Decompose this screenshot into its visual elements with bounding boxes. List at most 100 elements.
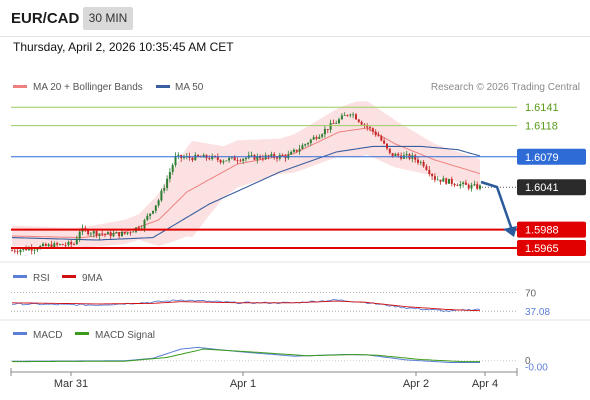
candle-body	[239, 160, 242, 162]
candle-body	[95, 231, 98, 236]
candle-body	[208, 158, 211, 160]
resistance-label: 1.6141	[525, 102, 559, 114]
candle-body	[377, 135, 380, 137]
candle-body	[307, 143, 309, 145]
rsi-panel: 70 37.08	[11, 289, 550, 318]
candle-body	[281, 155, 284, 156]
candle-body	[439, 179, 442, 182]
macd-legend: MACD MACD Signal	[13, 330, 155, 341]
candle-body	[422, 161, 425, 167]
candle-body	[160, 190, 163, 201]
resistance-label: 1.6118	[525, 121, 558, 133]
candle-body	[467, 184, 470, 189]
candle-body	[92, 231, 95, 234]
candle-body	[425, 166, 428, 170]
rsi-ma-legend-label: 9MA	[82, 273, 103, 284]
price-panel	[11, 101, 481, 256]
macd-signal-legend-label: MACD Signal	[95, 330, 155, 341]
candle-body	[163, 188, 166, 191]
candle-body	[64, 245, 67, 246]
candle-body	[273, 154, 276, 158]
x-tick-label: Apr 2	[403, 378, 429, 390]
candle-body	[166, 178, 169, 188]
candle-body	[194, 154, 197, 161]
candle-body	[431, 174, 434, 177]
candle-body	[129, 232, 132, 234]
candle-body	[75, 238, 78, 245]
candle-body	[346, 115, 349, 116]
candle-body	[329, 123, 332, 130]
timeframe-button[interactable]: 30 MIN	[83, 7, 133, 30]
forecast-arrow	[480, 180, 517, 237]
timestamp: Thursday, April 2, 2026 10:35:45 AM CET	[13, 40, 234, 54]
candle-body	[301, 145, 304, 149]
macd-signal-line	[12, 348, 480, 363]
candle-body	[106, 232, 109, 235]
macd-last-label: -0.00	[525, 363, 548, 374]
support-tag	[517, 240, 586, 256]
candle-body	[357, 119, 360, 122]
pivot-label: 1.6079	[525, 152, 559, 164]
candle-body	[391, 153, 394, 157]
candle-body	[456, 185, 459, 186]
candle-body	[417, 159, 419, 163]
symbol-label[interactable]: EUR/CAD	[11, 10, 80, 27]
candle-body	[61, 244, 64, 245]
x-tick-label: Apr 1	[230, 378, 256, 390]
rsi-ma-legend-swatch	[62, 275, 76, 278]
x-tick-label: Apr 4	[472, 378, 498, 390]
candle-body	[326, 129, 329, 130]
candle-body	[13, 250, 16, 252]
rsi-level-label: 70	[525, 289, 537, 300]
candle-body	[318, 136, 321, 139]
candle-body	[462, 182, 465, 185]
candle-body	[298, 148, 301, 152]
candle-body	[230, 156, 233, 158]
rsi-line	[12, 299, 481, 313]
candle-body	[383, 140, 386, 144]
attribution: Research © 2026 Trading Central	[431, 82, 580, 93]
candle-body	[58, 244, 61, 245]
candle-body	[433, 176, 436, 180]
candle-body	[363, 124, 366, 126]
candle-body	[171, 165, 174, 172]
rsi-last-label: 37.08	[525, 307, 550, 318]
macd-legend-swatch	[13, 332, 27, 335]
ma20-legend-swatch	[13, 85, 27, 88]
candle-body	[137, 227, 140, 230]
candle-body	[394, 153, 397, 156]
candle-body	[202, 155, 205, 158]
candle-body	[191, 157, 194, 161]
candle-body	[197, 154, 200, 157]
candle-body	[304, 144, 307, 146]
candle-body	[216, 157, 219, 160]
chart-header: EUR/CAD 30 MIN	[0, 0, 590, 37]
candle-body	[476, 184, 479, 189]
ma50-line	[11, 145, 481, 241]
candle-body	[292, 149, 295, 152]
candle-body	[149, 213, 152, 216]
candle-body	[211, 155, 214, 160]
candle-body	[290, 152, 293, 155]
rsi-legend-label: RSI	[33, 273, 50, 284]
candle-body	[442, 178, 445, 182]
candle-body	[335, 123, 338, 124]
candle-body	[397, 153, 400, 156]
price-levels: 1.6141 1.6118 1.6079 1.6041 1.5988 1.5965	[11, 102, 586, 256]
candle-body	[154, 205, 157, 211]
candle-body	[126, 232, 129, 234]
candle-body	[98, 233, 101, 236]
candle-body	[157, 200, 160, 206]
candle-body	[16, 251, 19, 253]
candle-body	[349, 114, 352, 116]
candle-body	[470, 185, 473, 189]
candle-body	[33, 249, 36, 251]
candle-body	[168, 172, 171, 179]
candle-body	[89, 233, 92, 235]
candle-body	[132, 231, 135, 233]
candle-body	[369, 127, 371, 129]
candle-body	[44, 243, 47, 246]
ma50-legend-label: MA 50	[175, 82, 204, 93]
candle-body	[340, 115, 343, 120]
